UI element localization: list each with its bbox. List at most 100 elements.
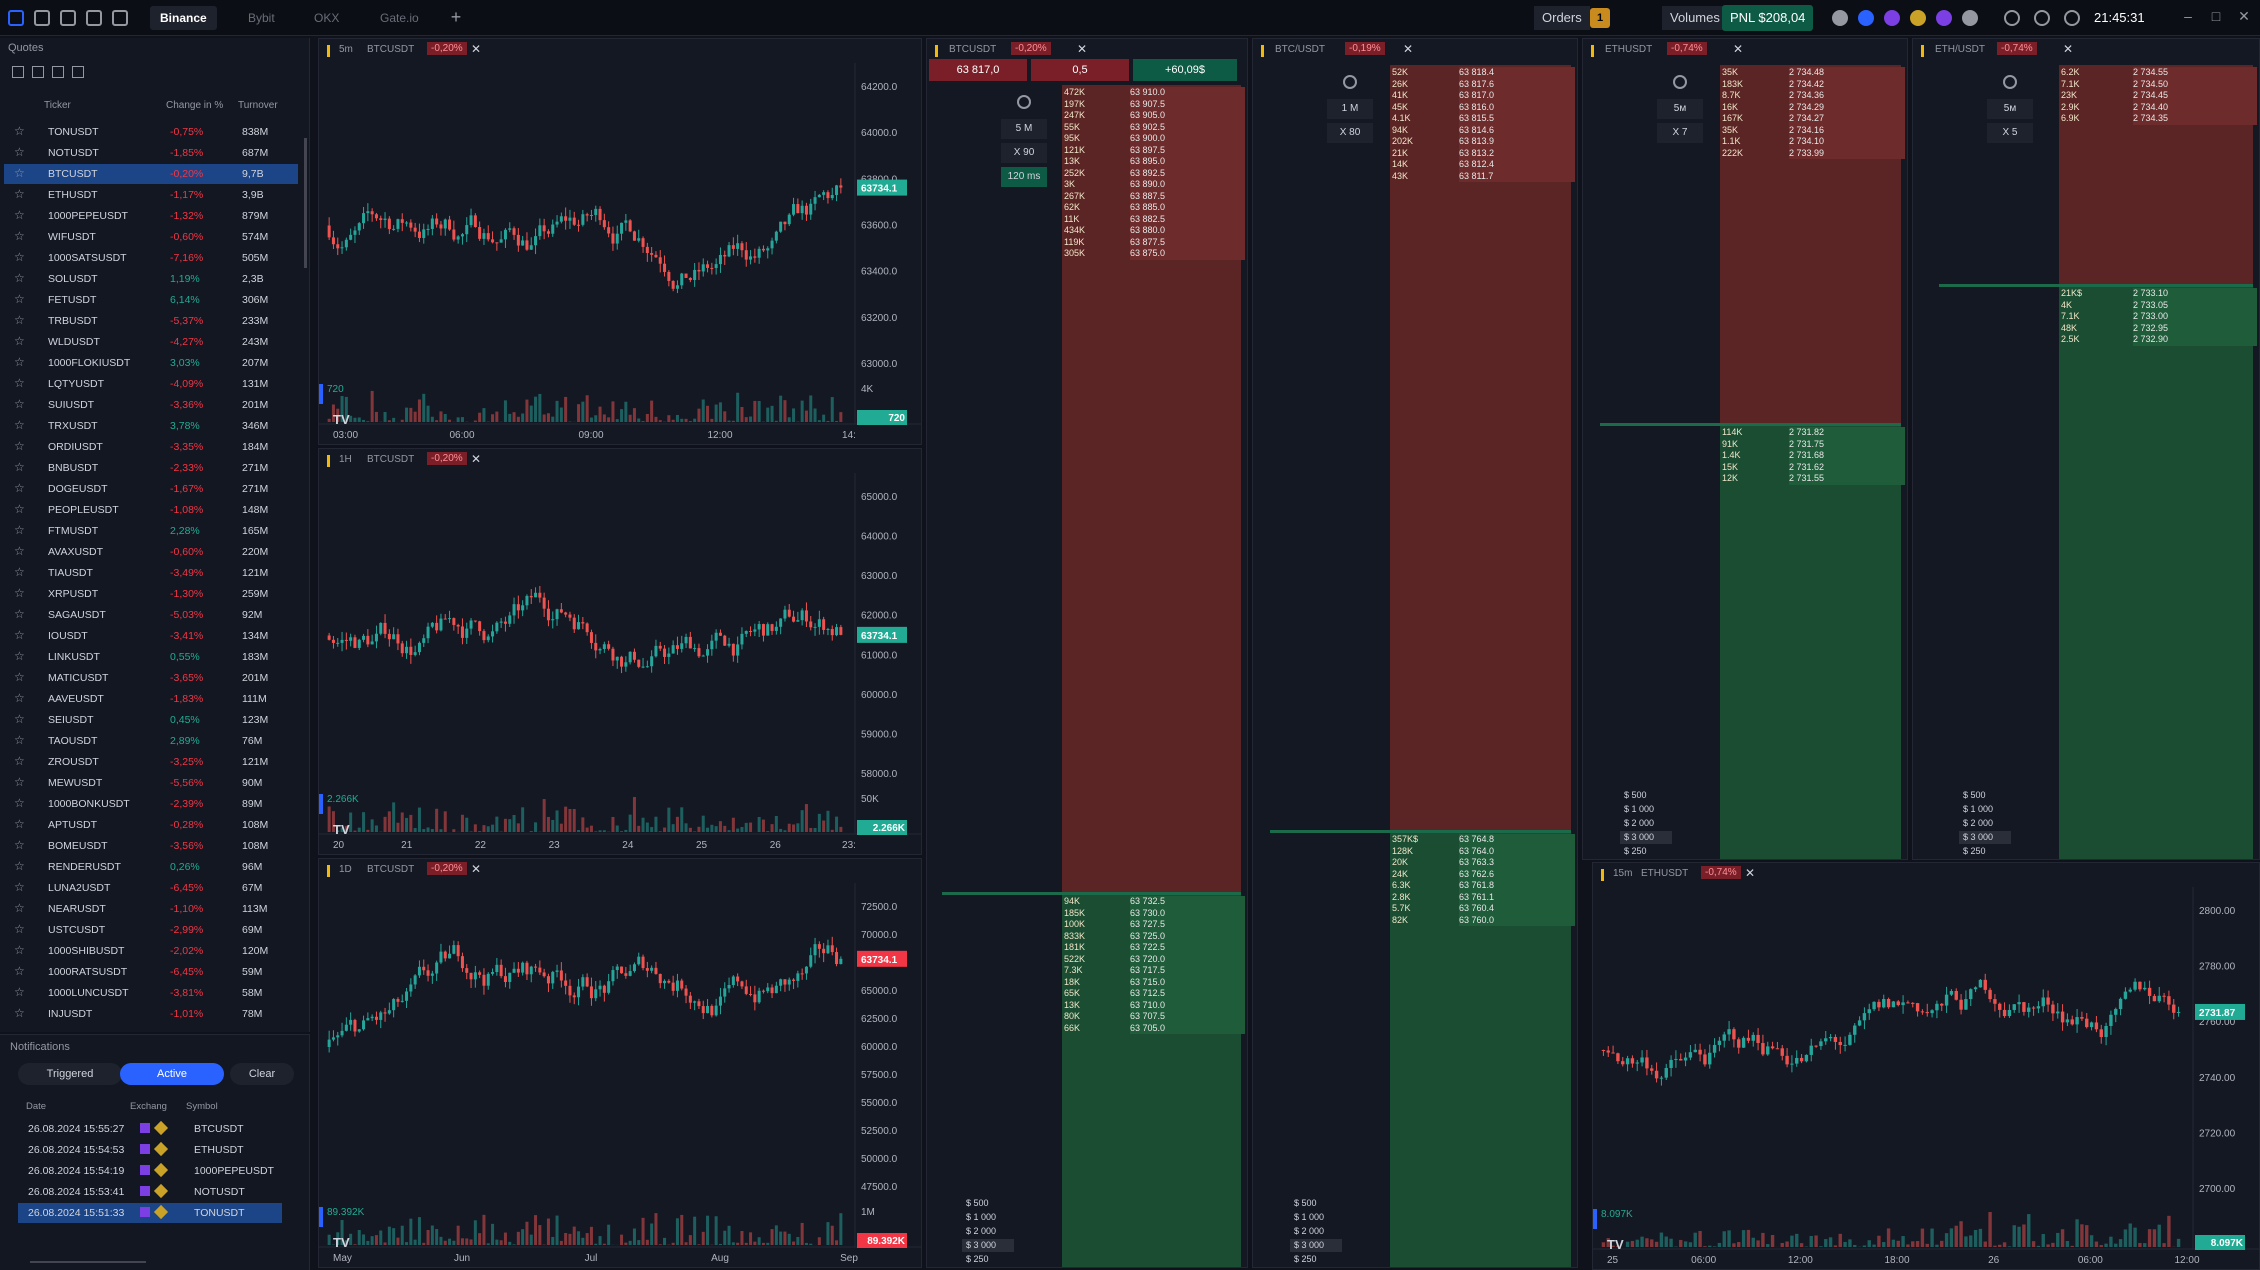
quote-row[interactable]: ☆ WLDUSDT -4,27% 243M: [4, 332, 298, 352]
quotes-tool[interactable]: [12, 66, 24, 78]
exchange-tab[interactable]: OKX: [314, 11, 340, 25]
column-header[interactable]: Turnover: [238, 100, 278, 111]
price-cell[interactable]: 63 763.3: [1459, 857, 1575, 869]
quotes-tool[interactable]: [72, 66, 84, 78]
price-cell[interactable]: 63 715.0: [1130, 976, 1245, 988]
star-icon[interactable]: ☆: [14, 397, 25, 411]
star-icon[interactable]: ☆: [14, 502, 25, 516]
quote-row[interactable]: ☆ ORDIUSDT -3,35% 184M: [4, 437, 298, 457]
price-cell[interactable]: 63 712.5: [1130, 988, 1245, 1000]
filter-tab[interactable]: Triggered: [18, 1063, 122, 1085]
quote-row[interactable]: ☆ 1000LUNCUSDT -3,81% 58M: [4, 983, 298, 1003]
quote-row[interactable]: ☆ ETHUSDT -1,17% 3,9B: [4, 185, 298, 205]
price-cell[interactable]: 2 733.10: [2133, 288, 2257, 300]
price-cell[interactable]: 63 818.4: [1459, 67, 1575, 79]
price-cell[interactable]: 63 764.8: [1459, 834, 1575, 846]
price-cell[interactable]: 63 720.0: [1130, 953, 1245, 965]
price-cell[interactable]: 63 727.5: [1130, 919, 1245, 931]
symbol[interactable]: BTCUSDT: [367, 864, 415, 875]
quote-row[interactable]: ☆ 1000SATSUSDT -7,16% 505M: [4, 248, 298, 268]
price-cell[interactable]: 2 734.42: [1789, 78, 1905, 90]
symbol[interactable]: ETH/USDT: [1935, 44, 1985, 55]
interval[interactable]: 1D: [339, 864, 352, 875]
symbol[interactable]: BTCUSDT: [949, 44, 997, 55]
book-control[interactable]: X 5: [1987, 123, 2033, 143]
book-control[interactable]: 5м: [1987, 99, 2033, 119]
star-icon[interactable]: ☆: [14, 292, 25, 306]
window-control[interactable]: –: [2184, 8, 2192, 24]
lot-button[interactable]: $ 1 000: [1624, 804, 1655, 814]
price-cell[interactable]: 2 734.29: [1789, 101, 1905, 113]
lot-button[interactable]: $ 500: [1963, 790, 1986, 800]
filter-tab[interactable]: Active: [120, 1063, 224, 1085]
symbol[interactable]: BTCUSDT: [367, 454, 415, 465]
price-cell[interactable]: 63 717.5: [1130, 965, 1245, 977]
price-cell[interactable]: 63 760.0: [1459, 914, 1575, 926]
price-cell[interactable]: 2 734.40: [2133, 101, 2257, 113]
quote-row[interactable]: ☆ TONUSDT -0,75% 838M: [4, 122, 298, 142]
quote-row[interactable]: ☆ AVAXUSDT -0,60% 220M: [4, 542, 298, 562]
quote-row[interactable]: ☆ TAOUSDT 2,89% 76M: [4, 731, 298, 751]
exchange-icon[interactable]: [1858, 10, 1874, 26]
quote-row[interactable]: ☆ TRXUSDT 3,78% 346M: [4, 416, 298, 436]
column-header[interactable]: Exchang: [130, 1101, 167, 1112]
price-cell[interactable]: 63 887.5: [1130, 190, 1245, 202]
price-cell[interactable]: 2 733.00: [2133, 311, 2257, 323]
close-button[interactable]: ✕: [471, 452, 482, 466]
quote-row[interactable]: ☆ MATICUSDT -3,65% 201M: [4, 668, 298, 688]
star-icon[interactable]: ☆: [14, 649, 25, 663]
quote-row[interactable]: ☆ FETUSDT 6,14% 306M: [4, 290, 298, 310]
quote-row[interactable]: ☆ SUIUSDT -3,36% 201M: [4, 395, 298, 415]
star-icon[interactable]: ☆: [14, 985, 25, 999]
price-cell[interactable]: 2 733.99: [1789, 147, 1905, 159]
notification-row[interactable]: 26.08.2024 15:53:41 NOTUSDT: [18, 1182, 282, 1202]
notification-row[interactable]: 26.08.2024 15:54:19 1000PEPEUSDT: [18, 1161, 282, 1181]
star-icon[interactable]: ☆: [14, 250, 25, 264]
star-icon[interactable]: ☆: [14, 544, 25, 558]
symbol[interactable]: BTCUSDT: [367, 44, 415, 55]
price-cell[interactable]: 63 814.6: [1459, 124, 1575, 136]
star-icon[interactable]: ☆: [14, 670, 25, 684]
star-icon[interactable]: ☆: [14, 334, 25, 348]
quote-row[interactable]: ☆ 1000PEPEUSDT -1,32% 879M: [4, 206, 298, 226]
toolbar-icon[interactable]: [34, 10, 50, 26]
price-cell[interactable]: 63 816.0: [1459, 101, 1575, 113]
price-cell[interactable]: 63 882.5: [1130, 213, 1245, 225]
star-icon[interactable]: ☆: [14, 460, 25, 474]
quote-row[interactable]: ☆ BNBUSDT -2,33% 271M: [4, 458, 298, 478]
quote-row[interactable]: ☆ NEARUSDT -1,10% 113M: [4, 899, 298, 919]
book-control[interactable]: X 90: [1001, 143, 1047, 163]
price-cell[interactable]: 63 875.0: [1130, 248, 1245, 260]
lot-button[interactable]: $ 500: [1624, 790, 1647, 800]
notification-row[interactable]: 26.08.2024 15:55:27 BTCUSDT: [18, 1119, 282, 1139]
lot-button[interactable]: $ 3 000: [1959, 831, 2011, 844]
column-header[interactable]: Symbol: [186, 1101, 218, 1112]
symbol[interactable]: ETHUSDT: [1641, 868, 1689, 879]
price-cell[interactable]: 63 897.5: [1130, 144, 1245, 156]
star-icon[interactable]: ☆: [14, 712, 25, 726]
star-icon[interactable]: ☆: [14, 145, 25, 159]
quote-row[interactable]: ☆ TRBUSDT -5,37% 233M: [4, 311, 298, 331]
quotes-tool[interactable]: [52, 66, 64, 78]
exchange-icon[interactable]: [1936, 10, 1952, 26]
price-cell[interactable]: 63 900.0: [1130, 133, 1245, 145]
add-tab-button[interactable]: +: [450, 7, 462, 27]
lot-button[interactable]: $ 3 000: [1290, 1239, 1342, 1252]
price-cell[interactable]: 63 817.6: [1459, 78, 1575, 90]
price-cell[interactable]: 63 761.8: [1459, 880, 1575, 892]
exchange-tab[interactable]: Gate.io: [380, 11, 419, 25]
book-control[interactable]: X 7: [1657, 123, 1703, 143]
price-cell[interactable]: 63 761.1: [1459, 891, 1575, 903]
price-cell[interactable]: 63 762.6: [1459, 868, 1575, 880]
quote-row[interactable]: ☆ NOTUSDT -1,85% 687M: [4, 143, 298, 163]
book-control[interactable]: 5м: [1657, 99, 1703, 119]
settings-icon[interactable]: [1017, 95, 1031, 109]
quote-row[interactable]: ☆ BTCUSDT -0,20% 9,7B: [4, 164, 298, 184]
lot-button[interactable]: $ 250: [1624, 846, 1647, 856]
price-cell[interactable]: 63 910.0: [1130, 87, 1245, 99]
lot-button[interactable]: $ 500: [1294, 1198, 1317, 1208]
notification-row[interactable]: 26.08.2024 15:54:53 ETHUSDT: [18, 1140, 282, 1160]
quote-row[interactable]: ☆ LINKUSDT 0,55% 183M: [4, 647, 298, 667]
lot-button[interactable]: $ 2 000: [1963, 818, 1994, 828]
notification-row[interactable]: 26.08.2024 15:51:33 TONUSDT: [18, 1203, 282, 1223]
